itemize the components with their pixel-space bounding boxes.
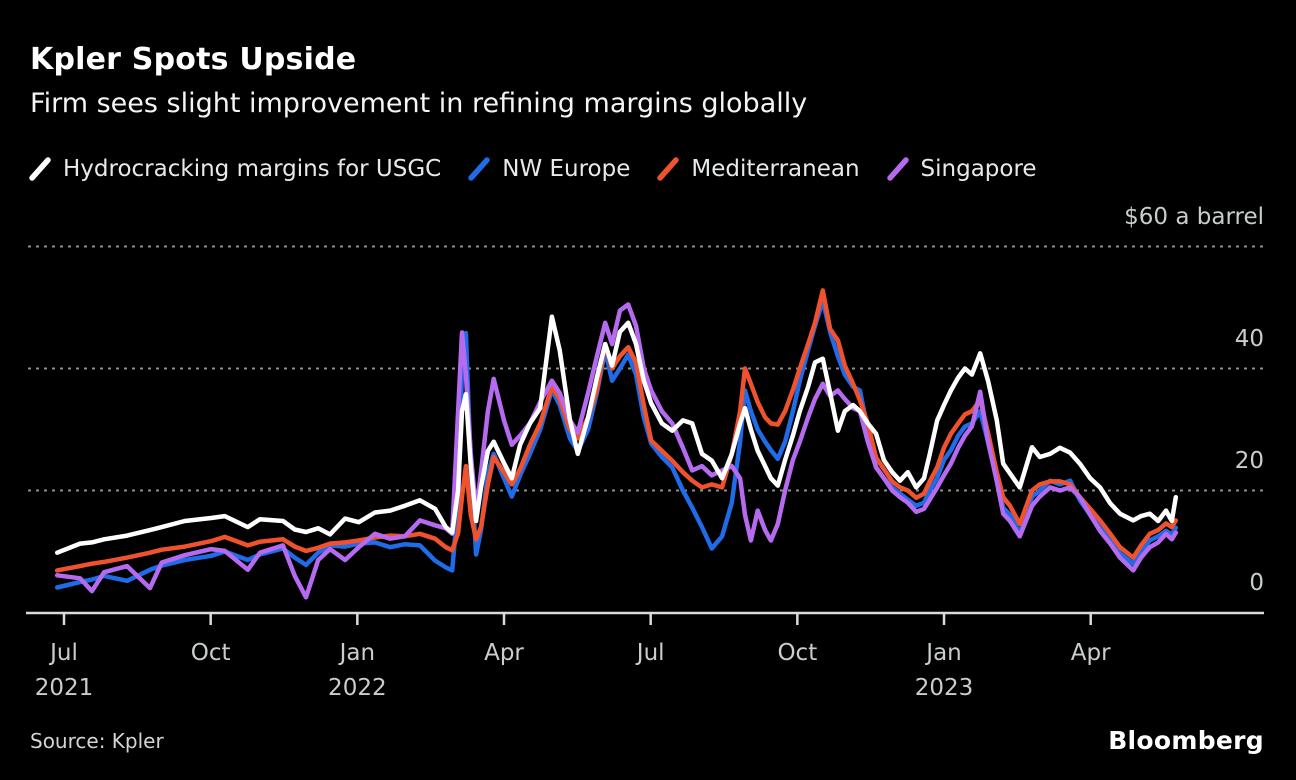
bloomberg-logo: Bloomberg xyxy=(1108,726,1264,755)
x-axis-year-label-2021: 2021 xyxy=(34,675,94,701)
legend-label: Mediterranean xyxy=(691,156,860,182)
source-note: Source: Kpler xyxy=(30,729,164,753)
legend-swatch-icon xyxy=(468,157,490,181)
y-axis-label-0: 0 xyxy=(1249,569,1264,596)
x-axis-label-jan-2023: Jan xyxy=(926,640,962,666)
legend-item-mediterranean: Mediterranean xyxy=(656,156,860,182)
x-axis-label-oct-15: Oct xyxy=(777,640,818,666)
x-axis-year-label-2023: 2023 xyxy=(914,675,974,701)
legend-label: Singapore xyxy=(920,156,1037,182)
legend-item-singapore: Singapore xyxy=(886,156,1037,182)
y-axis-label-60: $60 a barrel xyxy=(1124,203,1264,230)
x-axis-label-apr-21: Apr xyxy=(1070,640,1111,666)
series-line-mediterranean xyxy=(54,288,1179,573)
legend: Hydrocracking margins for USGC NW Europe M… xyxy=(28,156,1037,182)
x-axis-label-apr-9: Apr xyxy=(484,640,524,666)
legend-label: NW Europe xyxy=(502,156,631,182)
y-axis-label-20: 20 xyxy=(1234,447,1264,474)
legend-swatch-icon xyxy=(657,157,680,181)
legend-item-nw-europe: NW Europe xyxy=(467,156,630,182)
chart-title: Kpler Spots Upside xyxy=(30,42,357,77)
x-axis-year-label-2022: 2022 xyxy=(328,675,387,701)
x-axis-label-oct-3: Oct xyxy=(190,640,231,666)
chart-subtitle: Firm sees slight improvement in refining… xyxy=(30,88,808,119)
x-axis-label-jul-12: Jul xyxy=(636,640,665,666)
series-line-hydrocracking-margins-for-usgc xyxy=(54,314,1179,555)
x-axis-label-jul-2021: Jul xyxy=(50,640,78,666)
legend-swatch-icon xyxy=(886,157,909,181)
legend-swatch-icon xyxy=(29,157,51,181)
y-axis-label-40: 40 xyxy=(1234,325,1264,352)
legend-item-hydrocracking-margins-for-usgc: Hydrocracking margins for USGC xyxy=(28,156,441,182)
legend-label: Hydrocracking margins for USGC xyxy=(63,156,442,182)
x-axis-label-jan-2022: Jan xyxy=(339,640,376,666)
